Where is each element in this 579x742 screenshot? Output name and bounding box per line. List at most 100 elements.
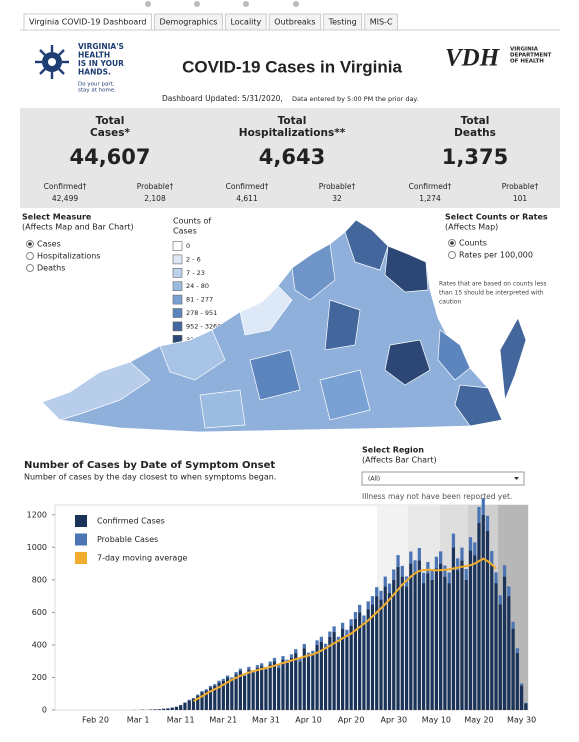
x-tick-label: Mar 21	[209, 716, 237, 725]
bar-segment	[213, 685, 217, 710]
bar-segment	[481, 498, 485, 515]
rates-note: caution	[439, 299, 461, 306]
radio-label: Cases	[37, 240, 61, 249]
bar-segment	[413, 560, 417, 572]
bar-segment	[451, 547, 456, 710]
region-dropdown[interactable]	[361, 471, 525, 486]
bar-segment	[362, 615, 366, 623]
selector-label: (Affects Map)	[445, 223, 498, 232]
updated: Dashboard Updated: 5/31/2020,	[162, 94, 283, 103]
vdh-text: OF HEALTH	[510, 59, 544, 65]
bar-segment	[477, 522, 481, 710]
radio[interactable]	[448, 251, 456, 259]
bar-segment	[507, 596, 511, 710]
bar-segment	[302, 643, 306, 649]
bar-segment	[294, 653, 298, 710]
bar-segment	[285, 662, 289, 710]
probable-label: Probable†	[502, 182, 539, 191]
bar-segment	[345, 635, 349, 710]
bar-segment	[485, 515, 490, 532]
bar-segment	[247, 666, 251, 670]
bar-segment	[379, 599, 383, 710]
measure-selector[interactable]: Select Measure(Affects Map and Bar Chart…	[22, 213, 134, 273]
logo-icon	[35, 45, 69, 79]
logo-tagline: Do your part,	[78, 82, 115, 88]
bar-segment	[439, 551, 443, 564]
bar-segment	[421, 583, 426, 710]
confirmed-label: Confirmed†	[409, 182, 452, 191]
summary-title: Cases*	[90, 127, 130, 139]
bar-segment	[502, 576, 507, 710]
bar-segment	[183, 702, 187, 710]
map[interactable]	[41, 219, 527, 433]
tab[interactable]	[364, 13, 399, 31]
radio[interactable]	[26, 264, 34, 272]
tab[interactable]	[224, 13, 267, 31]
y-tick-label: 1200	[27, 510, 47, 519]
tab[interactable]	[323, 13, 363, 31]
bar-segment	[421, 572, 426, 584]
bar-segment	[162, 708, 166, 710]
bar-segment	[251, 672, 255, 710]
bar-segment	[238, 670, 242, 710]
bar-segment	[221, 678, 225, 681]
x-tick-label: Apr 30	[380, 716, 407, 725]
bar-segment	[481, 514, 485, 710]
tab[interactable]	[23, 13, 152, 31]
x-tick-label: Apr 20	[338, 716, 365, 725]
bar-segment	[234, 674, 238, 710]
bar-segment	[174, 706, 179, 710]
bar-segment	[519, 683, 524, 686]
confirmed-label: Confirmed†	[44, 182, 87, 191]
logo-text: HEALTH	[78, 51, 110, 60]
page-title: COVID-19 Cases in Virginia	[182, 57, 402, 76]
legend-title: Cases	[173, 227, 197, 236]
bar-segment	[311, 654, 315, 710]
bar-segment	[311, 650, 315, 655]
bar-segment	[366, 609, 370, 710]
rates-selector[interactable]: Select Counts or Rates(Affects Map) Count…	[439, 213, 548, 306]
bar-segment	[451, 533, 456, 548]
bar-segment	[204, 690, 208, 710]
legend-swatch	[172, 321, 183, 332]
tab[interactable]	[268, 13, 322, 31]
bar-segment	[243, 675, 247, 710]
legend-swatch	[75, 515, 87, 527]
bar-segment	[434, 568, 439, 710]
bar-segment	[353, 612, 358, 619]
bar-segment	[221, 680, 225, 710]
bar-segment	[464, 568, 468, 580]
selector-label: Select Measure	[22, 213, 92, 222]
y-tick-label: 200	[32, 673, 47, 682]
bar-segment	[460, 547, 464, 561]
bar-segment	[268, 664, 272, 710]
bar-segment	[370, 596, 375, 605]
legend-label: 2 - 6	[186, 255, 201, 263]
bar-segment	[315, 644, 319, 710]
bar-segment	[332, 631, 336, 710]
updated-note: Data entered by 5:00 PM the prior day.	[292, 95, 418, 103]
bar-segment	[383, 576, 387, 587]
logo-text: IS IN YOUR	[78, 59, 124, 68]
bar-segment	[315, 640, 319, 645]
bar-segment	[225, 675, 230, 678]
radio-label: Deaths	[37, 264, 65, 273]
bar-segment	[375, 596, 379, 710]
bar-segment	[400, 565, 404, 577]
probable-label: Probable†	[137, 182, 174, 191]
bar-segment	[426, 573, 430, 710]
x-tick-label: Mar 1	[127, 716, 150, 725]
radio[interactable]	[26, 252, 34, 260]
bar-segment	[507, 586, 511, 597]
legend-label: 81 - 277	[186, 296, 213, 304]
bar-segment	[234, 672, 238, 675]
bar-segment	[336, 641, 340, 710]
rates-note: than 15 should be interpreted with	[439, 290, 544, 297]
x-tick-label: Feb 20	[82, 716, 109, 725]
x-tick-label: Apr 10	[295, 716, 322, 725]
bar-segment	[447, 572, 451, 584]
legend-swatch	[172, 308, 183, 318]
bar-segment	[341, 628, 345, 710]
tab[interactable]	[153, 13, 223, 31]
